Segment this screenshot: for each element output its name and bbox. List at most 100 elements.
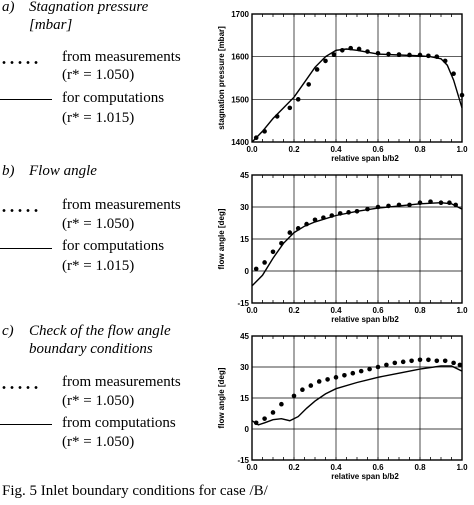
panel-stagnation-pressure: a) Stagnation pressure [mbar] from measur…: [0, 0, 474, 165]
y-tick-label: -15: [237, 456, 249, 465]
x-tick-label: 0.8: [414, 463, 426, 472]
x-tick-label: 0.6: [372, 145, 384, 154]
x-axis-label: relative span b/b2: [331, 472, 399, 481]
solid-legend-marker: [0, 99, 52, 100]
y-axis-label: flow angle [deg]: [217, 208, 226, 269]
measurement-point: [459, 92, 465, 98]
x-tick-label: 0.2: [288, 463, 300, 472]
measurement-point: [451, 71, 456, 77]
x-tick-label: 0.6: [372, 463, 384, 472]
y-tick-label: 45: [240, 332, 249, 341]
measurement-point: [426, 357, 431, 363]
y-tick-label: -15: [237, 299, 249, 308]
measurement-point: [375, 364, 381, 370]
dotted-legend-marker: [0, 386, 40, 390]
measurement-point: [270, 410, 276, 415]
measurement-point: [367, 366, 372, 372]
measurement-point: [295, 97, 301, 102]
measurement-point: [417, 357, 423, 363]
dotted-legend-marker: [0, 61, 40, 65]
measurement-point: [253, 266, 259, 272]
legend-measurements-value: (r* = 1.050): [62, 393, 135, 409]
y-tick-label: 15: [240, 394, 249, 403]
measurement-point: [333, 375, 339, 380]
x-tick-label: 0.4: [330, 306, 342, 315]
panel-label: a): [2, 0, 15, 15]
plot-frame: [251, 335, 463, 461]
y-tick-label: 45: [240, 171, 249, 180]
stagnation-pressure-chart: 0.0 0.2 0.4 0.6 0.8 1.0 1400 1500 1600 1700 relati…: [217, 10, 468, 163]
panel-label: b): [2, 163, 15, 179]
measurement-point: [384, 362, 389, 368]
measurement-point: [342, 372, 347, 378]
x-tick-label: 0.8: [414, 306, 426, 315]
measurement-point: [291, 393, 297, 399]
measurement-point: [323, 58, 328, 64]
measurement-point: [457, 362, 463, 368]
measurement-point: [300, 387, 305, 393]
legend-measurements-value: (r* = 1.050): [62, 67, 135, 83]
panel-flow-angle: b) Flow angle from measurements (r* = 1.0…: [0, 163, 474, 328]
y-axis-label: flow angle [deg]: [217, 367, 226, 428]
measurement-point: [331, 52, 337, 57]
x-axis-label: relative span b/b2: [331, 315, 399, 324]
y-tick-label: 1600: [231, 53, 249, 62]
measurement-point: [451, 360, 456, 366]
measurement-point: [270, 249, 276, 255]
measurement-point: [400, 359, 406, 365]
dotted-legend-marker: [0, 209, 40, 213]
panel-flow-angle-check: c) Check of the flow angle boundary condi…: [0, 323, 474, 485]
legend-measurements-label: from measurements: [62, 374, 181, 390]
measurement-point: [279, 401, 284, 407]
solid-legend-marker: [0, 248, 52, 249]
measurement-point: [262, 416, 267, 421]
panel-title-line-2: [mbar]: [29, 17, 73, 33]
panel-title-line: Stagnation pressure: [29, 0, 149, 15]
measurement-point: [287, 105, 293, 111]
x-tick-label: 0.2: [288, 306, 300, 315]
y-tick-label: 0: [245, 267, 250, 276]
y-tick-label: 1700: [231, 10, 249, 19]
measurement-point: [409, 358, 414, 364]
measurement-point: [306, 82, 311, 87]
legend-computations-label: for computations: [62, 90, 165, 106]
computed-line: [251, 201, 463, 287]
x-tick-label: 0.6: [372, 306, 384, 315]
measurement-point: [262, 260, 267, 265]
measurement-point: [350, 370, 356, 376]
computed-line: [251, 365, 463, 426]
flow-angle-chart: 0.0 0.2 0.4 0.6 0.8 1.0 -15 0 15 30 45 relative spa…: [217, 171, 468, 324]
legend-computations-value: (r* = 1.015): [62, 258, 135, 274]
x-tick-label: 0.4: [330, 145, 342, 154]
panel-title: b) Flow angle: [2, 163, 97, 180]
legend-computations-label: for computations: [62, 238, 165, 254]
y-axis-label: stagnation pressure [mbar]: [217, 26, 226, 130]
legend-measurements-label: from measurements: [62, 49, 181, 65]
measurement-point: [308, 383, 314, 388]
x-tick-label: 0.2: [288, 145, 300, 154]
panel-title-line: Flow angle: [29, 163, 97, 179]
panel-title: a) Stagnation pressure: [2, 0, 148, 16]
plot-frame: [251, 13, 463, 143]
legend-computations-value: (r* = 1.015): [62, 110, 135, 126]
x-tick-label: 0.0: [246, 306, 258, 315]
legend-computations-label: from computations: [62, 415, 176, 431]
y-tick-label: 1400: [231, 138, 249, 147]
panel-label: c): [2, 323, 14, 339]
legend-computations-value: (r* = 1.050): [62, 434, 135, 450]
x-tick-label: 0.8: [414, 145, 426, 154]
y-tick-label: 30: [240, 363, 249, 372]
measurement-point: [358, 368, 364, 374]
y-tick-label: 1500: [231, 95, 249, 104]
plot-frame: [251, 174, 463, 304]
measurement-point: [442, 358, 448, 364]
measurement-point: [314, 67, 320, 72]
y-tick-label: 15: [240, 235, 249, 244]
legend-measurements-label: from measurements: [62, 197, 181, 213]
panel-title: c) Check of the flow angle: [2, 323, 171, 340]
measurement-point: [316, 379, 322, 384]
measurement-point: [325, 377, 330, 382]
computed-line: [251, 48, 463, 143]
measurement-point: [434, 358, 440, 364]
legend-measurements-value: (r* = 1.050): [62, 216, 135, 232]
